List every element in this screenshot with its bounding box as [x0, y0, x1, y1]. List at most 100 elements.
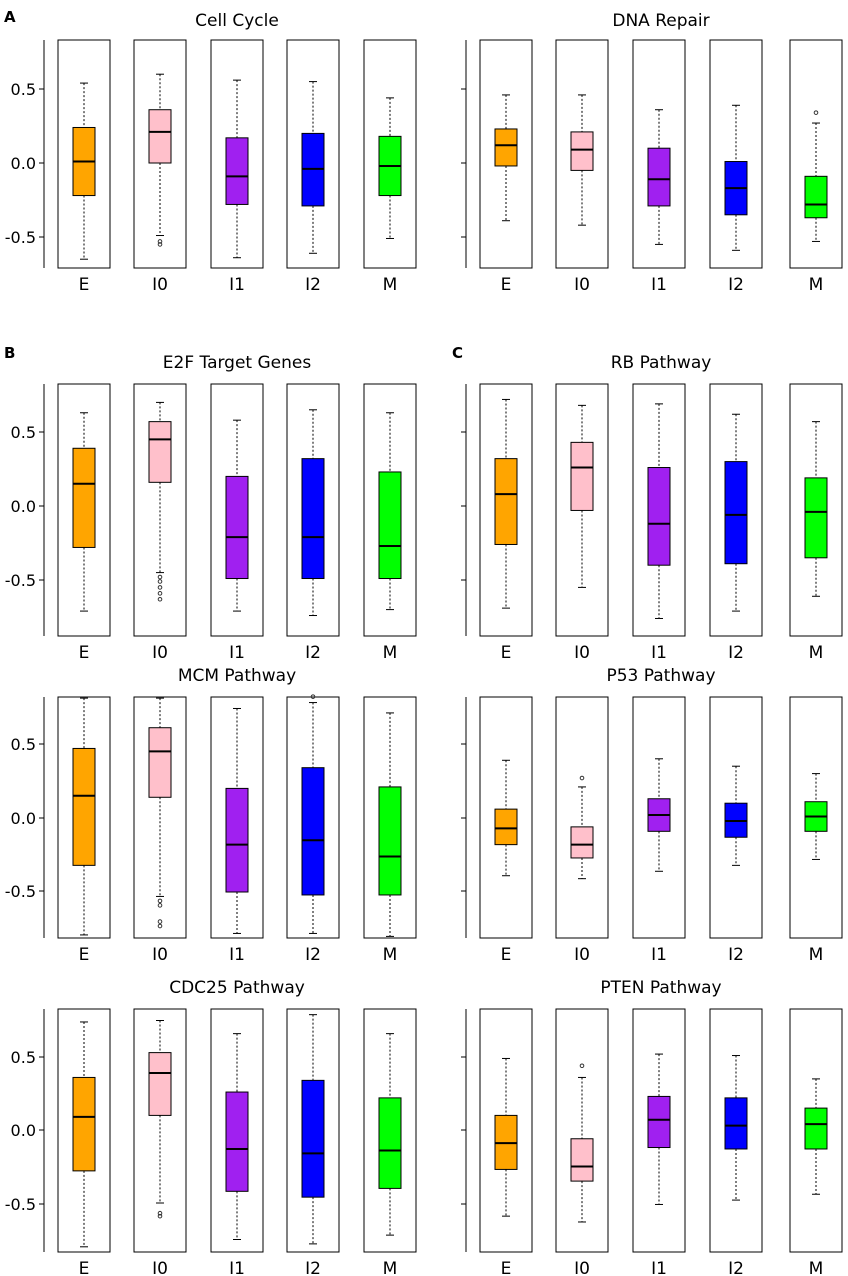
- box-i1: I1: [632, 39, 686, 295]
- box-i0: I0: [133, 39, 187, 295]
- box-frame: [555, 696, 609, 939]
- y-tick-label: -0.5: [5, 882, 36, 901]
- box-i0: I0: [555, 383, 609, 663]
- x-category-label: I2: [305, 643, 321, 663]
- y-tick-label: 0.0: [11, 154, 36, 173]
- panel-label-c: C: [452, 344, 463, 362]
- x-category-label: E: [79, 945, 90, 965]
- iqr-box: [72, 1076, 96, 1172]
- x-category-label: I1: [651, 945, 667, 965]
- box-frame: [210, 1008, 264, 1253]
- iqr-box: [148, 1052, 172, 1116]
- chart-cdc25-pathway: CDC25 Pathway 0.5 0.0 -0.5 E I0 I1 I2 M: [5, 978, 417, 1276]
- outlier-point: [157, 898, 163, 904]
- x-category-label: I1: [651, 275, 667, 295]
- box-frame: [479, 383, 533, 637]
- iqr-box: [148, 727, 172, 798]
- outlier-point: [157, 596, 163, 602]
- box-frame: [363, 39, 417, 269]
- y-tick-label: 0.0: [11, 809, 36, 828]
- iqr-box: [647, 467, 671, 566]
- chart-p53-pathway: P53 Pathway E I0 I1 I2 M: [461, 666, 843, 965]
- x-category-label: E: [79, 275, 90, 295]
- outlier-point: [157, 239, 163, 244]
- outlier-point: [813, 110, 819, 115]
- iqr-box: [148, 421, 172, 483]
- box-m: M: [789, 696, 843, 965]
- box-i1: I1: [210, 696, 264, 965]
- box-i2: I2: [709, 39, 763, 295]
- box-frame: [709, 696, 763, 939]
- y-tick-label: 0.0: [11, 497, 36, 516]
- iqr-box: [494, 808, 518, 846]
- x-category-label: I1: [229, 275, 245, 295]
- box-frame: [789, 696, 843, 939]
- box-frame: [479, 1008, 533, 1253]
- box-e: E: [479, 383, 533, 663]
- y-tick-label: 0.5: [11, 423, 36, 442]
- iqr-box: [72, 747, 96, 866]
- box-i0: I0: [133, 696, 187, 965]
- box-frame: [789, 39, 843, 269]
- outlier-point: [157, 1210, 163, 1216]
- iqr-box: [570, 131, 594, 171]
- iqr-box: [225, 475, 249, 580]
- box-i2: I2: [709, 383, 763, 663]
- box-frame: [57, 1008, 111, 1253]
- chart-title: DNA Repair: [612, 11, 709, 31]
- box-i1: I1: [632, 1008, 686, 1276]
- box-frame: [479, 696, 533, 939]
- box-i0: I0: [133, 383, 187, 663]
- box-frame: [709, 1008, 763, 1253]
- x-category-label: I0: [574, 275, 590, 295]
- box-frame: [286, 696, 340, 939]
- chart-pten-pathway: PTEN Pathway E I0 I1 I2 M: [461, 978, 843, 1276]
- box-frame: [363, 1008, 417, 1253]
- x-category-label: I2: [728, 945, 744, 965]
- iqr-box: [570, 441, 594, 511]
- y-tick-label: -0.5: [5, 228, 36, 247]
- iqr-box: [494, 128, 518, 167]
- iqr-box: [225, 137, 249, 205]
- iqr-box: [724, 1097, 748, 1150]
- box-frame: [210, 383, 264, 637]
- chart-e2f-target-genes: B E2F Target Genes 0.5 0.0 -0.5 E I0 I1 I2 M: [4, 344, 417, 663]
- iqr-box: [301, 1079, 325, 1198]
- box-frame: [57, 383, 111, 637]
- x-category-label: M: [809, 643, 824, 663]
- y-tick-label: 0.0: [11, 1121, 36, 1140]
- box-i2: I2: [286, 39, 340, 295]
- box-i2: I2: [286, 1008, 340, 1276]
- box-m: M: [789, 383, 843, 663]
- box-e: E: [479, 1008, 533, 1276]
- box-i1: I1: [210, 39, 264, 295]
- outlier-point: [157, 579, 163, 584]
- box-e: E: [479, 696, 533, 965]
- box-m: M: [789, 39, 843, 295]
- outlier-point: [310, 694, 316, 699]
- outlier-point: [157, 242, 163, 247]
- box-frame: [709, 39, 763, 269]
- box-i2: I2: [709, 696, 763, 965]
- outlier-point: [157, 585, 163, 590]
- x-category-label: I0: [574, 945, 590, 965]
- iqr-box: [804, 477, 828, 559]
- chart-title: PTEN Pathway: [600, 978, 721, 998]
- x-category-label: I1: [229, 643, 245, 663]
- y-tick-label: 0.5: [11, 80, 36, 99]
- box-frame: [363, 383, 417, 637]
- iqr-box: [570, 1138, 594, 1182]
- x-category-label: M: [809, 945, 824, 965]
- x-category-label: I2: [305, 1259, 321, 1276]
- x-category-label: I2: [728, 643, 744, 663]
- box-i2: I2: [286, 383, 340, 663]
- iqr-box: [494, 458, 518, 545]
- box-e: E: [57, 1008, 111, 1276]
- box-frame: [133, 39, 187, 269]
- iqr-box: [378, 786, 402, 896]
- iqr-box: [225, 1091, 249, 1192]
- outlier-point: [157, 903, 163, 908]
- box-m: M: [363, 39, 417, 295]
- x-category-label: E: [501, 643, 512, 663]
